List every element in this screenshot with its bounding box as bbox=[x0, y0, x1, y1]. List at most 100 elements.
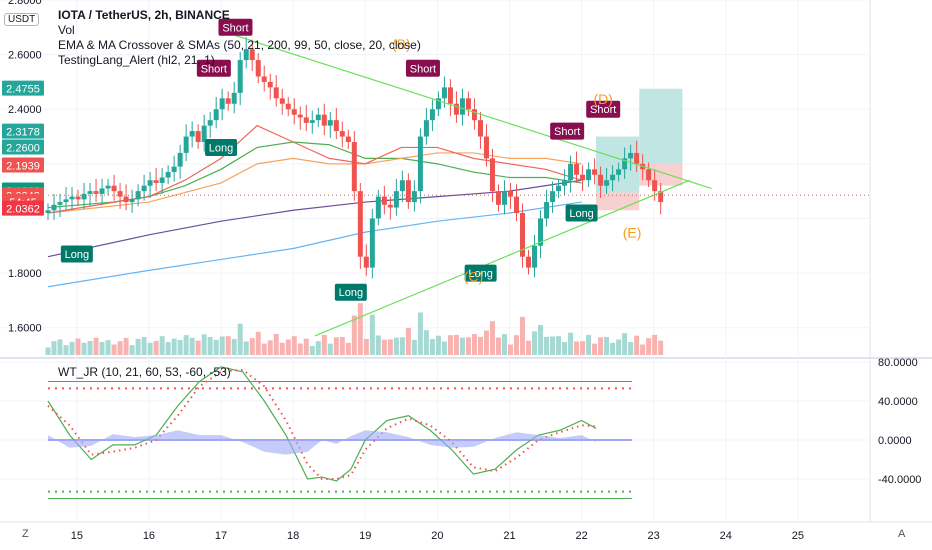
candle-body bbox=[652, 180, 658, 192]
trendline bbox=[235, 34, 712, 189]
volume-bar bbox=[459, 337, 465, 355]
osc-area bbox=[48, 430, 596, 455]
candle-body bbox=[327, 120, 333, 126]
signal-text-long: Long bbox=[209, 142, 233, 154]
x-tick-label: 19 bbox=[359, 530, 371, 542]
candle-body bbox=[435, 98, 441, 110]
candle-body bbox=[520, 213, 526, 257]
currency-unit[interactable]: USDT bbox=[4, 13, 40, 26]
signal-text-short: Short bbox=[554, 126, 580, 138]
volume-bar bbox=[399, 337, 405, 355]
volume-bar bbox=[538, 325, 544, 355]
volume-bar bbox=[471, 334, 477, 355]
y-tick-label: 1.6000 bbox=[8, 323, 42, 335]
candle-body bbox=[273, 87, 279, 99]
candle-body bbox=[213, 109, 219, 121]
candle-body bbox=[489, 158, 495, 192]
candle-body bbox=[423, 120, 429, 137]
candle-body bbox=[526, 256, 532, 268]
candle-body bbox=[501, 191, 507, 205]
candle-body bbox=[117, 191, 123, 197]
volume-bar bbox=[574, 341, 580, 355]
x-tick-label: 20 bbox=[431, 530, 443, 542]
volume-bar bbox=[532, 331, 538, 355]
volume-bar bbox=[351, 315, 357, 355]
symbol-title[interactable]: IOTA / TetherUS, 2h, BINANCE bbox=[58, 8, 230, 22]
candle-body bbox=[538, 218, 544, 246]
candle-body bbox=[321, 114, 327, 126]
candle-body bbox=[261, 76, 267, 82]
candle-body bbox=[369, 218, 375, 268]
volume-bar bbox=[441, 341, 447, 355]
oscillator-legend[interactable]: WT_JR (10, 21, 60, 53, -60, -53) bbox=[58, 365, 231, 379]
candle-body bbox=[99, 188, 105, 194]
candle-body bbox=[586, 169, 592, 181]
signal-text-long: Long bbox=[65, 249, 89, 261]
candle-body bbox=[231, 92, 237, 104]
candle-body bbox=[604, 180, 610, 186]
candle-body bbox=[63, 199, 69, 203]
candle-body bbox=[658, 191, 664, 203]
candle-body bbox=[153, 180, 159, 183]
candle-body bbox=[465, 98, 471, 110]
candle-body bbox=[405, 180, 411, 203]
volume-bar bbox=[634, 335, 640, 355]
candle-body bbox=[105, 185, 111, 189]
candle-body bbox=[141, 185, 147, 192]
candle-body bbox=[69, 196, 75, 200]
candle-body bbox=[646, 169, 652, 181]
candle-body bbox=[309, 120, 315, 123]
volume-bar bbox=[435, 335, 441, 355]
volume-bar bbox=[201, 334, 207, 355]
candle-body bbox=[513, 196, 519, 213]
candle-body bbox=[57, 202, 63, 205]
indicator-alert[interactable]: TestingLang_Alert (hl2, 21, 1) bbox=[58, 53, 215, 67]
candle-body bbox=[411, 191, 417, 203]
signal-label-long bbox=[464, 264, 497, 282]
auto-scale-a[interactable]: A bbox=[898, 528, 906, 540]
x-tick-label: 18 bbox=[287, 530, 299, 542]
volume-bar bbox=[616, 339, 622, 355]
volume-bar bbox=[562, 342, 568, 355]
candle-body bbox=[201, 125, 207, 142]
candle-body bbox=[207, 120, 213, 126]
x-tick-label: 23 bbox=[648, 530, 660, 542]
candle-body bbox=[177, 152, 183, 167]
zoom-toggle-z[interactable]: Z bbox=[22, 528, 29, 540]
ma-line-sma bbox=[47, 124, 582, 214]
volume-bar bbox=[273, 334, 279, 355]
candle-body bbox=[495, 191, 501, 205]
candle-body bbox=[580, 174, 586, 181]
volume-bar bbox=[297, 343, 303, 355]
ma-line-ma_green bbox=[47, 141, 582, 209]
volume-bar bbox=[429, 339, 435, 355]
candle-body bbox=[562, 180, 568, 186]
candle-body bbox=[291, 109, 297, 115]
indicator-vol[interactable]: Vol bbox=[58, 23, 75, 37]
signal-text-short: Short bbox=[410, 63, 436, 75]
volume-bar bbox=[526, 340, 532, 355]
indicator-ema-ma[interactable]: EMA & MA Crossover & SMAs (50, 21, 200, … bbox=[58, 38, 421, 52]
volume-bar bbox=[45, 347, 51, 355]
volume-bar bbox=[453, 334, 459, 355]
volume-bar bbox=[87, 341, 93, 355]
volume-bar bbox=[177, 340, 183, 355]
volume-bar bbox=[81, 342, 87, 355]
signal-label-short bbox=[218, 18, 253, 36]
x-tick-label: 17 bbox=[215, 530, 227, 542]
candle-body bbox=[249, 49, 255, 61]
volume-bar bbox=[580, 341, 586, 355]
candle-body bbox=[441, 87, 447, 99]
price-badge-text: 2.4755 bbox=[6, 84, 40, 96]
volume-bar bbox=[556, 336, 562, 355]
candle-body bbox=[399, 180, 405, 192]
candle-body bbox=[471, 109, 477, 121]
candle-body bbox=[453, 103, 459, 115]
candle-body bbox=[279, 98, 285, 104]
volume-bar bbox=[447, 335, 453, 355]
candle-body bbox=[165, 172, 171, 178]
volume-bar bbox=[279, 342, 285, 355]
candle-body bbox=[81, 193, 87, 200]
volume-bar bbox=[387, 339, 393, 355]
volume-bar bbox=[261, 343, 267, 355]
